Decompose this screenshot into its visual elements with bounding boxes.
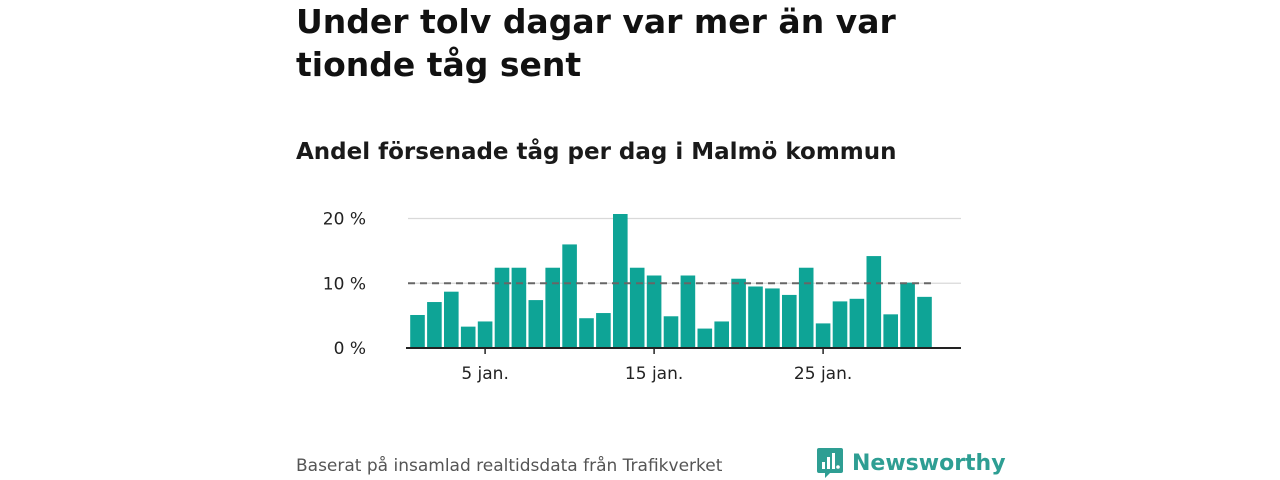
bar bbox=[815, 323, 831, 348]
bar bbox=[782, 294, 797, 348]
bar bbox=[444, 291, 459, 348]
bar bbox=[579, 318, 594, 348]
bar bbox=[765, 288, 780, 348]
bar bbox=[697, 328, 713, 348]
bar bbox=[798, 267, 814, 348]
brand-logo[interactable]: Newsworthy bbox=[816, 447, 1006, 479]
bar bbox=[849, 298, 865, 348]
bar bbox=[646, 275, 662, 348]
bar bbox=[731, 278, 746, 348]
x-tick-label: 5 jan. bbox=[461, 364, 509, 384]
bar bbox=[511, 267, 527, 348]
bar bbox=[714, 321, 729, 348]
bar bbox=[477, 321, 493, 348]
y-tick-label: 0 % bbox=[334, 339, 366, 359]
axes bbox=[406, 347, 961, 354]
bar bbox=[596, 313, 611, 348]
bar bbox=[883, 314, 898, 348]
x-tick-label: 25 jan. bbox=[794, 364, 852, 384]
bar bbox=[748, 286, 763, 348]
bar bbox=[663, 316, 679, 348]
x-tick-label: 15 jan. bbox=[625, 364, 683, 384]
brand-name: Newsworthy bbox=[852, 450, 1006, 476]
bar bbox=[629, 267, 645, 348]
bar bbox=[427, 302, 442, 348]
chart-subtitle: Andel försenade tåg per dag i Malmö komm… bbox=[296, 139, 897, 165]
bar bbox=[900, 282, 915, 348]
bar bbox=[866, 256, 882, 348]
headline: Under tolv dagar var mer än var tionde t… bbox=[296, 2, 896, 84]
bar bbox=[545, 267, 560, 348]
tick-labels: 0 % 10 % 20 % 5 jan. 15 jan. 25 jan. bbox=[323, 210, 852, 384]
bar-chart: 0 % 10 % 20 % 5 jan. 15 jan. 25 jan. bbox=[323, 210, 961, 384]
bar bbox=[494, 267, 510, 348]
bar bbox=[562, 244, 577, 348]
bar bbox=[832, 301, 848, 348]
bar bbox=[613, 214, 628, 348]
y-tick-label: 10 % bbox=[323, 274, 366, 294]
bar bbox=[917, 296, 932, 348]
bar bbox=[460, 326, 476, 348]
bar bbox=[410, 314, 425, 348]
source-note: Baserat på insamlad realtidsdata från Tr… bbox=[296, 456, 723, 476]
bar bbox=[528, 300, 544, 348]
bars bbox=[410, 214, 932, 348]
y-tick-label: 20 % bbox=[323, 210, 366, 230]
newsworthy-logo-icon bbox=[817, 448, 843, 478]
bar bbox=[680, 275, 696, 348]
